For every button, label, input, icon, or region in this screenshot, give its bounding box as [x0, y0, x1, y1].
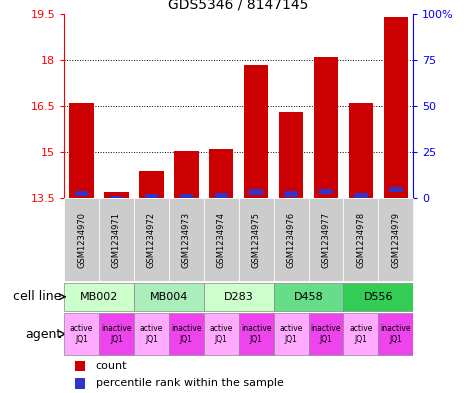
Bar [384, 17, 408, 198]
Text: D556: D556 [363, 292, 393, 302]
Bar [309, 313, 343, 355]
Bar [134, 313, 169, 355]
Text: GSM1234974: GSM1234974 [217, 212, 226, 268]
Bar [349, 103, 373, 198]
Bar [110, 195, 123, 201]
Bar [379, 313, 413, 355]
Text: GSM1234976: GSM1234976 [286, 212, 295, 268]
Text: GSM1234975: GSM1234975 [252, 212, 261, 268]
Text: GSM1234971: GSM1234971 [112, 212, 121, 268]
Bar [64, 283, 134, 311]
Bar [174, 151, 199, 198]
Bar [134, 198, 169, 281]
Bar [279, 112, 303, 198]
Bar [314, 57, 338, 198]
Bar [209, 149, 233, 198]
Bar [274, 198, 309, 281]
Bar [64, 313, 99, 355]
Bar [64, 198, 99, 281]
Text: cell line: cell line [13, 290, 62, 303]
Text: GSM1234978: GSM1234978 [356, 212, 365, 268]
Text: MB004: MB004 [150, 292, 188, 302]
Bar [389, 187, 402, 192]
Text: inactive
JQ1: inactive JQ1 [241, 324, 271, 344]
Bar [354, 193, 368, 198]
Bar [204, 283, 274, 311]
Bar [319, 189, 332, 194]
Bar [139, 171, 163, 198]
Bar [134, 283, 204, 311]
Bar [309, 198, 343, 281]
Bar [69, 103, 94, 198]
Text: MB002: MB002 [80, 292, 118, 302]
Text: inactive
JQ1: inactive JQ1 [311, 324, 341, 344]
Bar [215, 193, 228, 199]
Bar [75, 191, 88, 196]
Text: D458: D458 [294, 292, 323, 302]
Bar [99, 198, 134, 281]
Text: percentile rank within the sample: percentile rank within the sample [95, 378, 284, 388]
Text: count: count [95, 361, 127, 371]
Bar [285, 191, 298, 197]
Bar [274, 283, 343, 311]
Text: inactive
JQ1: inactive JQ1 [171, 324, 201, 344]
Bar [274, 313, 309, 355]
Text: agent: agent [26, 327, 62, 341]
Bar [75, 361, 85, 371]
Text: GSM1234972: GSM1234972 [147, 212, 156, 268]
Text: GSM1234973: GSM1234973 [182, 212, 191, 268]
Text: GSM1234979: GSM1234979 [391, 212, 400, 268]
Text: D283: D283 [224, 292, 254, 302]
Bar [204, 198, 238, 281]
Text: active
JQ1: active JQ1 [140, 324, 163, 344]
Bar [75, 378, 85, 389]
Bar [169, 198, 204, 281]
Bar [379, 198, 413, 281]
Text: inactive
JQ1: inactive JQ1 [380, 324, 411, 344]
Title: GDS5346 / 8147145: GDS5346 / 8147145 [169, 0, 309, 11]
Bar [169, 313, 204, 355]
Bar [343, 313, 379, 355]
Bar [238, 198, 274, 281]
Text: GSM1234970: GSM1234970 [77, 212, 86, 268]
Text: active
JQ1: active JQ1 [279, 324, 303, 344]
Text: GSM1234977: GSM1234977 [322, 212, 331, 268]
Bar [204, 313, 238, 355]
Bar [238, 313, 274, 355]
Bar [343, 198, 378, 281]
Bar [104, 192, 129, 198]
Bar [249, 189, 263, 195]
Bar [343, 283, 413, 311]
Bar [99, 313, 134, 355]
Bar [244, 64, 268, 198]
Text: active
JQ1: active JQ1 [70, 324, 93, 344]
Text: active
JQ1: active JQ1 [209, 324, 233, 344]
Text: inactive
JQ1: inactive JQ1 [101, 324, 132, 344]
Bar [180, 194, 193, 200]
Bar [145, 194, 158, 200]
Text: active
JQ1: active JQ1 [349, 324, 372, 344]
